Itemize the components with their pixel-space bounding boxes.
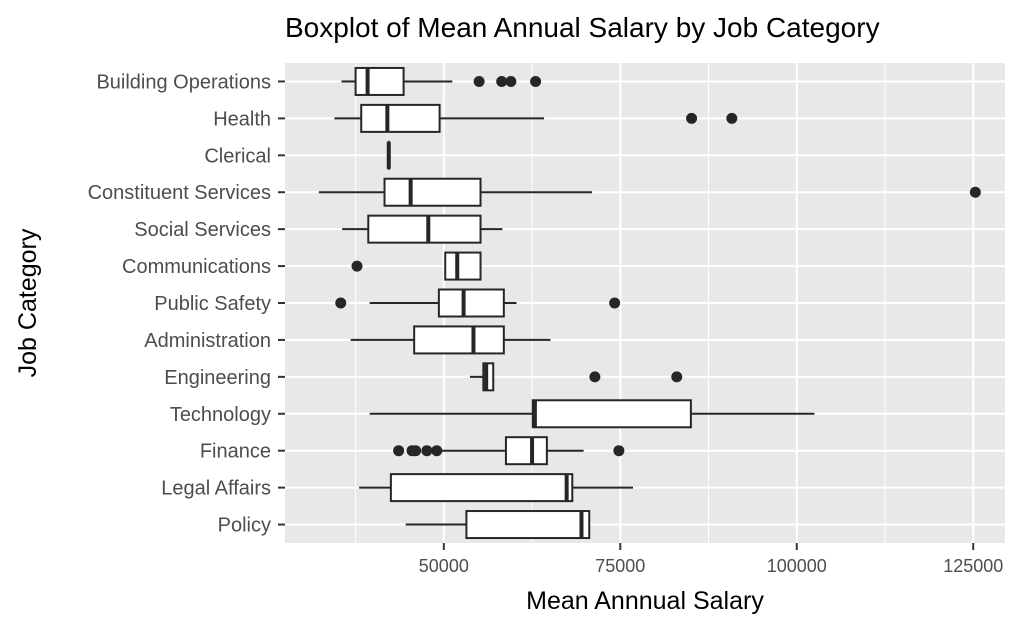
category-label: Technology bbox=[170, 404, 271, 426]
category-label: Legal Affairs bbox=[161, 478, 271, 500]
box-engineering bbox=[469, 362, 683, 392]
iqr-box bbox=[367, 214, 482, 244]
box-public-safety bbox=[335, 288, 621, 318]
category-label: Finance bbox=[200, 441, 271, 463]
iqr-box bbox=[444, 251, 482, 281]
iqr-box bbox=[504, 436, 548, 466]
outlier-point bbox=[335, 297, 347, 309]
y-axis: Building Operations Health Clerical Constit… bbox=[88, 71, 285, 537]
outlier-point bbox=[530, 75, 542, 87]
box-social-services bbox=[342, 214, 503, 244]
box-building-operations bbox=[341, 66, 542, 96]
iqr-box bbox=[413, 325, 505, 355]
category-label: Health bbox=[213, 108, 271, 130]
box-technology bbox=[369, 399, 815, 429]
iqr-box bbox=[383, 177, 482, 207]
box-health bbox=[334, 103, 738, 133]
iqr-box bbox=[389, 473, 574, 503]
outlier-point bbox=[421, 445, 433, 457]
outlier-point bbox=[473, 75, 485, 87]
outlier-point bbox=[613, 445, 625, 457]
outlier-point bbox=[393, 445, 405, 457]
box-policy bbox=[405, 510, 591, 540]
x-tick-label: 50000 bbox=[419, 556, 469, 576]
category-label: Social Services bbox=[134, 219, 271, 241]
box-communications bbox=[351, 251, 482, 281]
category-label: Constituent Services bbox=[88, 182, 271, 204]
outlier-point bbox=[686, 112, 698, 124]
x-tick-label: 100000 bbox=[767, 556, 827, 576]
outlier-point bbox=[431, 445, 443, 457]
outlier-point bbox=[496, 75, 508, 87]
x-axis-title: Mean Annnual Salary bbox=[526, 587, 764, 615]
outlier-point bbox=[505, 75, 517, 87]
iqr-box bbox=[482, 362, 495, 392]
iqr-box bbox=[531, 399, 692, 429]
outlier-point bbox=[671, 371, 683, 383]
outlier-point bbox=[410, 445, 422, 457]
category-label: Public Safety bbox=[154, 293, 271, 315]
box-administration bbox=[350, 325, 551, 355]
box-finance bbox=[393, 436, 625, 466]
iqr-box bbox=[465, 510, 591, 540]
iqr-box bbox=[437, 288, 505, 318]
outlier-point bbox=[589, 371, 601, 383]
y-axis-title: Job Category bbox=[14, 228, 42, 377]
outlier-point bbox=[351, 260, 363, 272]
box-constituent-services bbox=[318, 177, 981, 207]
iqr-box bbox=[360, 103, 441, 133]
category-label: Clerical bbox=[204, 145, 271, 167]
outlier-point bbox=[609, 297, 621, 309]
x-tick-label: 125000 bbox=[943, 556, 1003, 576]
category-label: Engineering bbox=[164, 367, 271, 389]
x-tick-label: 75000 bbox=[595, 556, 645, 576]
outlier-point bbox=[726, 112, 738, 124]
category-label: Policy bbox=[218, 515, 271, 537]
box-legal-affairs bbox=[359, 473, 633, 503]
x-axis: 50000 75000 100000 125000 bbox=[419, 543, 1003, 576]
category-label: Administration bbox=[144, 330, 271, 352]
boxes bbox=[318, 66, 981, 540]
chart-title: Boxplot of Mean Annual Salary by Job Cat… bbox=[285, 12, 880, 43]
outlier-point bbox=[969, 186, 981, 198]
category-label: Communications bbox=[122, 256, 271, 278]
iqr-box bbox=[354, 66, 405, 96]
category-label: Building Operations bbox=[96, 71, 271, 93]
